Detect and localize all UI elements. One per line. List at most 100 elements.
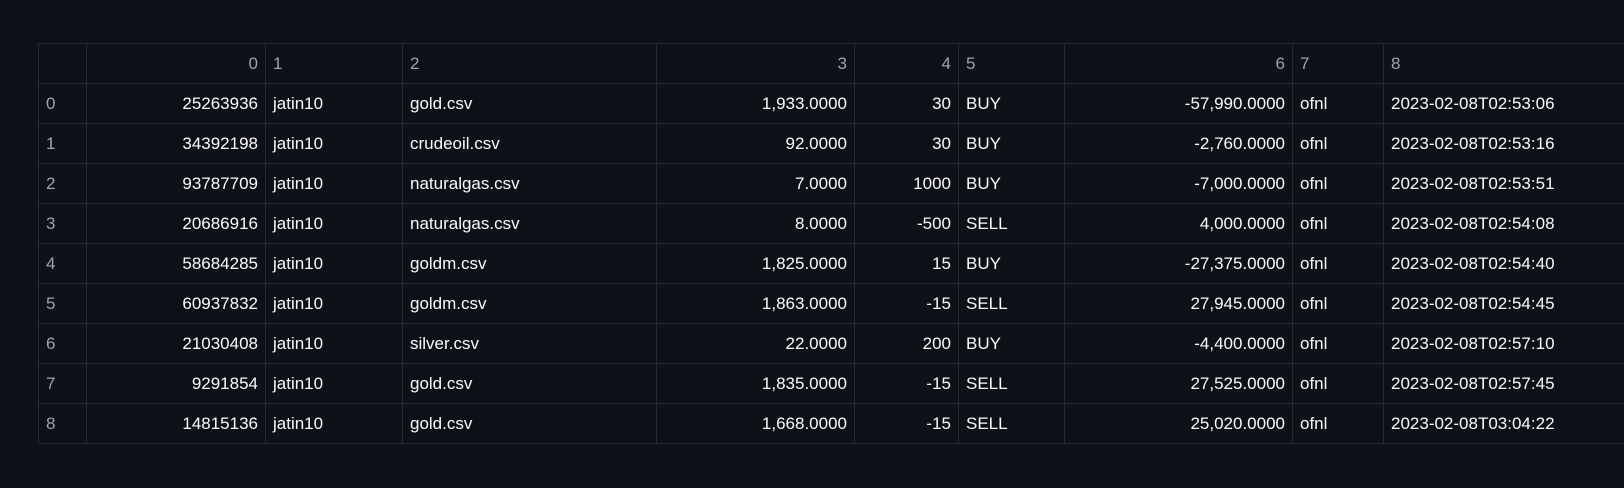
table-cell-col-0[interactable]: 14815136 (86, 403, 266, 444)
table-cell-col-6[interactable]: -57,990.0000 (1064, 83, 1293, 124)
table-cell-col-6[interactable]: 27,525.0000 (1064, 363, 1293, 404)
column-header-6[interactable]: 6 (1064, 43, 1293, 84)
table-cell-col-3[interactable]: 7.0000 (656, 163, 855, 204)
table-cell-col-3[interactable]: 8.0000 (656, 203, 855, 244)
table-cell-col-3[interactable]: 1,668.0000 (656, 403, 855, 444)
row-index[interactable]: 1 (38, 123, 87, 164)
table-cell-col-3[interactable]: 1,863.0000 (656, 283, 855, 324)
table-cell-col-1[interactable]: jatin10 (265, 323, 403, 364)
table-cell-col-7[interactable]: ofnl (1292, 283, 1384, 324)
table-cell-col-5[interactable]: SELL (958, 203, 1065, 244)
table-cell-col-2[interactable]: gold.csv (402, 83, 657, 124)
table-cell-col-5[interactable]: SELL (958, 283, 1065, 324)
row-index[interactable]: 4 (38, 243, 87, 284)
column-header-4[interactable]: 4 (854, 43, 959, 84)
table-cell-col-4[interactable]: -500 (854, 203, 959, 244)
table-cell-col-4[interactable]: 1000 (854, 163, 959, 204)
row-index[interactable]: 8 (38, 403, 87, 444)
dataframe-viewer[interactable]: 0 1 2 3 4 5 6 7 8 0 25263936 jatin10 gold.c… (38, 43, 1624, 444)
table-cell-col-6[interactable]: 27,945.0000 (1064, 283, 1293, 324)
table-cell-col-0[interactable]: 93787709 (86, 163, 266, 204)
row-index[interactable]: 3 (38, 203, 87, 244)
column-header-5[interactable]: 5 (958, 43, 1065, 84)
table-cell-col-0[interactable]: 58684285 (86, 243, 266, 284)
table-cell-col-3[interactable]: 1,933.0000 (656, 83, 855, 124)
column-header-1[interactable]: 1 (265, 43, 403, 84)
table-cell-col-5[interactable]: BUY (958, 123, 1065, 164)
table-cell-col-3[interactable]: 1,825.0000 (656, 243, 855, 284)
table-cell-col-2[interactable]: gold.csv (402, 363, 657, 404)
table-cell-col-7[interactable]: ofnl (1292, 203, 1384, 244)
table-cell-col-6[interactable]: -27,375.0000 (1064, 243, 1293, 284)
column-header-3[interactable]: 3 (656, 43, 855, 84)
table-cell-col-8[interactable]: 2023-02-08T02:54:08 (1383, 203, 1624, 244)
table-cell-col-4[interactable]: -15 (854, 283, 959, 324)
table-cell-col-8[interactable]: 2023-02-08T02:57:45 (1383, 363, 1624, 404)
row-index[interactable]: 5 (38, 283, 87, 324)
table-cell-col-0[interactable]: 34392198 (86, 123, 266, 164)
table-cell-col-1[interactable]: jatin10 (265, 203, 403, 244)
table-cell-col-5[interactable]: BUY (958, 163, 1065, 204)
table-cell-col-4[interactable]: -15 (854, 403, 959, 444)
table-cell-col-0[interactable]: 9291854 (86, 363, 266, 404)
table-cell-col-1[interactable]: jatin10 (265, 363, 403, 404)
table-cell-col-4[interactable]: 15 (854, 243, 959, 284)
table-cell-col-3[interactable]: 1,835.0000 (656, 363, 855, 404)
table-cell-col-2[interactable]: naturalgas.csv (402, 163, 657, 204)
table-cell-col-7[interactable]: ofnl (1292, 243, 1384, 284)
table-cell-col-2[interactable]: silver.csv (402, 323, 657, 364)
table-cell-col-6[interactable]: 4,000.0000 (1064, 203, 1293, 244)
table-cell-col-2[interactable]: gold.csv (402, 403, 657, 444)
table-cell-col-3[interactable]: 92.0000 (656, 123, 855, 164)
table-cell-col-8[interactable]: 2023-02-08T02:54:40 (1383, 243, 1624, 284)
column-header-7[interactable]: 7 (1292, 43, 1384, 84)
table-cell-col-5[interactable]: BUY (958, 83, 1065, 124)
table-cell-col-1[interactable]: jatin10 (265, 403, 403, 444)
column-header-8[interactable]: 8 (1383, 43, 1624, 84)
table-cell-col-1[interactable]: jatin10 (265, 123, 403, 164)
table-cell-col-0[interactable]: 25263936 (86, 83, 266, 124)
table-cell-col-7[interactable]: ofnl (1292, 83, 1384, 124)
table-cell-col-3[interactable]: 22.0000 (656, 323, 855, 364)
table-cell-col-4[interactable]: 30 (854, 83, 959, 124)
table-cell-col-1[interactable]: jatin10 (265, 83, 403, 124)
table-cell-col-8[interactable]: 2023-02-08T02:53:16 (1383, 123, 1624, 164)
table-cell-col-0[interactable]: 60937832 (86, 283, 266, 324)
table-cell-col-8[interactable]: 2023-02-08T03:04:22 (1383, 403, 1624, 444)
table-cell-col-4[interactable]: -15 (854, 363, 959, 404)
table-cell-col-6[interactable]: 25,020.0000 (1064, 403, 1293, 444)
table-cell-col-1[interactable]: jatin10 (265, 283, 403, 324)
row-index[interactable]: 7 (38, 363, 87, 404)
table-cell-col-8[interactable]: 2023-02-08T02:53:06 (1383, 83, 1624, 124)
table-cell-col-2[interactable]: goldm.csv (402, 243, 657, 284)
table-cell-col-4[interactable]: 30 (854, 123, 959, 164)
table-cell-col-4[interactable]: 200 (854, 323, 959, 364)
table-cell-col-0[interactable]: 21030408 (86, 323, 266, 364)
column-header-2[interactable]: 2 (402, 43, 657, 84)
table-cell-col-5[interactable]: BUY (958, 243, 1065, 284)
row-index[interactable]: 2 (38, 163, 87, 204)
table-cell-col-5[interactable]: BUY (958, 323, 1065, 364)
table-cell-col-7[interactable]: ofnl (1292, 363, 1384, 404)
row-index[interactable]: 0 (38, 83, 87, 124)
column-header-0[interactable]: 0 (86, 43, 266, 84)
table-cell-col-7[interactable]: ofnl (1292, 123, 1384, 164)
table-cell-col-8[interactable]: 2023-02-08T02:53:51 (1383, 163, 1624, 204)
table-cell-col-1[interactable]: jatin10 (265, 243, 403, 284)
table-cell-col-2[interactable]: crudeoil.csv (402, 123, 657, 164)
table-cell-col-7[interactable]: ofnl (1292, 323, 1384, 364)
table-cell-col-2[interactable]: naturalgas.csv (402, 203, 657, 244)
table-cell-col-6[interactable]: -2,760.0000 (1064, 123, 1293, 164)
table-cell-col-7[interactable]: ofnl (1292, 403, 1384, 444)
table-cell-col-8[interactable]: 2023-02-08T02:54:45 (1383, 283, 1624, 324)
table-cell-col-8[interactable]: 2023-02-08T02:57:10 (1383, 323, 1624, 364)
table-cell-col-0[interactable]: 20686916 (86, 203, 266, 244)
table-cell-col-5[interactable]: SELL (958, 403, 1065, 444)
table-cell-col-6[interactable]: -7,000.0000 (1064, 163, 1293, 204)
table-cell-col-6[interactable]: -4,400.0000 (1064, 323, 1293, 364)
table-cell-col-5[interactable]: SELL (958, 363, 1065, 404)
table-cell-col-1[interactable]: jatin10 (265, 163, 403, 204)
table-cell-col-7[interactable]: ofnl (1292, 163, 1384, 204)
table-cell-col-2[interactable]: goldm.csv (402, 283, 657, 324)
row-index[interactable]: 6 (38, 323, 87, 364)
